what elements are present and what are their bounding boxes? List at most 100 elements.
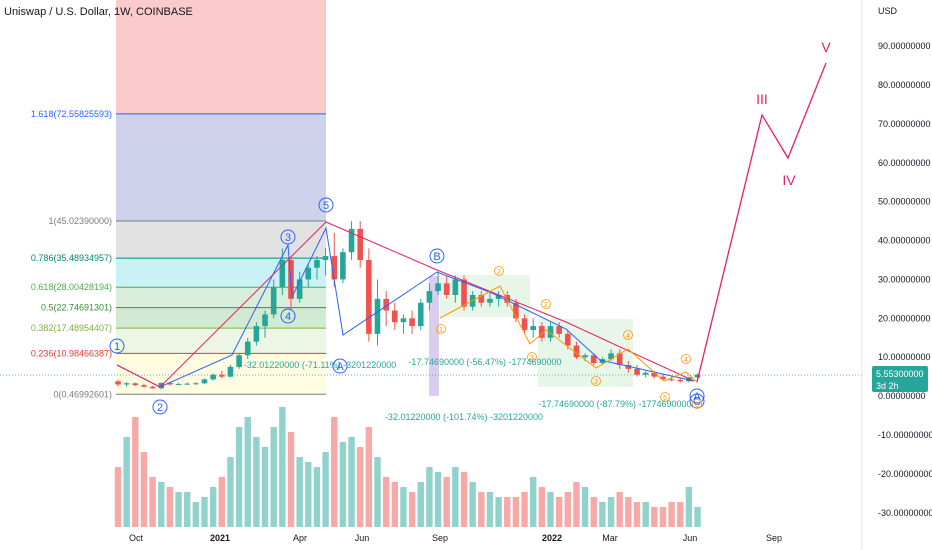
candle-body[interactable] (132, 383, 139, 386)
candle-body[interactable] (435, 283, 441, 292)
measure-label: -17.74690000 (-56.47%) -1774690000 (408, 357, 561, 367)
candle-body[interactable] (694, 374, 701, 378)
candle-body[interactable] (348, 228, 355, 253)
candle-body[interactable] (340, 252, 346, 280)
candle-body[interactable] (314, 259, 320, 268)
candle-body[interactable] (296, 279, 303, 299)
candle-body[interactable] (513, 302, 519, 319)
candle-body[interactable] (634, 368, 640, 375)
candle-body[interactable] (461, 279, 467, 307)
candle-body[interactable] (677, 379, 684, 382)
svg-text:1: 1 (114, 341, 120, 353)
candle-body[interactable] (616, 353, 623, 365)
volume-bar (261, 447, 269, 527)
candle-body[interactable] (452, 279, 459, 295)
candle-body[interactable] (383, 298, 389, 311)
candle-body[interactable] (573, 345, 580, 358)
measure-box-green-2[interactable] (538, 319, 633, 387)
measure-box-violet[interactable] (429, 276, 439, 396)
candle-body[interactable] (392, 310, 398, 323)
volume-bar (512, 497, 520, 527)
candle-body[interactable] (141, 385, 147, 387)
candle-body[interactable] (504, 294, 511, 303)
volume-bar (296, 457, 303, 527)
candle-body[interactable] (668, 379, 675, 381)
candle-body[interactable] (374, 298, 381, 334)
candle-body[interactable] (590, 355, 597, 364)
candle-body[interactable] (210, 374, 216, 380)
candle-body[interactable] (565, 333, 571, 346)
candle-body[interactable] (539, 326, 545, 338)
candle-body[interactable] (244, 341, 251, 356)
candle-body[interactable] (149, 386, 156, 389)
candle-body[interactable] (582, 355, 588, 358)
candle-body[interactable] (443, 283, 450, 295)
fib-zone-0 (116, 113, 326, 222)
candle-body[interactable] (556, 326, 562, 334)
candle-body[interactable] (227, 366, 234, 377)
blue-wave-line[interactable] (116, 226, 695, 388)
candle-body[interactable] (521, 318, 528, 330)
candle-body[interactable] (184, 383, 190, 385)
candle-body[interactable] (478, 294, 485, 303)
candle-body[interactable] (305, 267, 312, 280)
price-tick: 10.00000000 (878, 352, 931, 362)
volume-bar (417, 482, 424, 527)
volume-bar (434, 472, 442, 527)
candle-body[interactable] (175, 384, 182, 386)
price-axis[interactable]: 90.00000000 80.00000000 70.00000000 60.0000… (878, 41, 932, 518)
forecast-wave-label: IV (782, 172, 796, 188)
red-wave-line[interactable] (116, 221, 695, 388)
candle-body[interactable] (409, 318, 415, 327)
forecast-path[interactable] (696, 62, 827, 383)
candle-body[interactable] (599, 359, 606, 364)
svg-text:4: 4 (285, 311, 291, 323)
candle-body[interactable] (201, 379, 208, 384)
price-tick: 0.00000000 (878, 391, 926, 401)
wave-label-blue: 2 (152, 399, 168, 415)
fib-zone-top (116, 0, 326, 114)
candle-body[interactable] (625, 364, 632, 369)
candle-body[interactable] (331, 256, 338, 280)
candle-body[interactable] (426, 291, 433, 303)
candle-body[interactable] (608, 353, 614, 360)
candle-body[interactable] (193, 383, 199, 385)
countdown-label: 3d 2h (876, 381, 899, 391)
candle-body[interactable] (660, 376, 666, 380)
candle-body[interactable] (642, 372, 649, 375)
measure-tools[interactable] (116, 226, 633, 396)
candle-body[interactable] (115, 381, 121, 385)
candle-body[interactable] (270, 287, 277, 315)
candle-body[interactable] (219, 374, 225, 377)
candle-body[interactable] (167, 382, 173, 385)
candle-body[interactable] (236, 355, 242, 367)
volume-bar (175, 492, 182, 527)
candle-body[interactable] (530, 326, 536, 330)
candle-body[interactable] (495, 294, 502, 299)
fib-label-1: 1(45.02390000) (48, 216, 112, 226)
candle-body[interactable] (400, 318, 407, 323)
orange-wave-line[interactable] (439, 285, 698, 383)
elliott-waves[interactable] (116, 62, 827, 388)
volume-bar (590, 497, 597, 527)
candle-body[interactable] (547, 326, 554, 338)
wave-label-orange: 2 (494, 266, 504, 276)
svg-text:A: A (336, 361, 344, 373)
volume-bar (227, 457, 234, 527)
candle-body[interactable] (357, 228, 363, 260)
candle-body[interactable] (279, 259, 286, 288)
svg-text:1: 1 (439, 327, 443, 334)
candle-body[interactable] (253, 326, 260, 342)
candle-body[interactable] (366, 259, 372, 334)
time-tick: 2022 (542, 533, 562, 543)
candle-body[interactable] (262, 314, 268, 327)
candle-body[interactable] (322, 256, 329, 260)
candle-body[interactable] (487, 298, 493, 303)
candle-body[interactable] (417, 302, 424, 327)
candlestick-series[interactable] (115, 221, 701, 390)
time-axis[interactable]: Oct 2021 Apr Jun Sep 2022 Mar Jun Sep (129, 533, 782, 543)
candle-body[interactable] (123, 383, 130, 385)
volume-bar (659, 507, 667, 527)
volume-bar (218, 477, 225, 527)
